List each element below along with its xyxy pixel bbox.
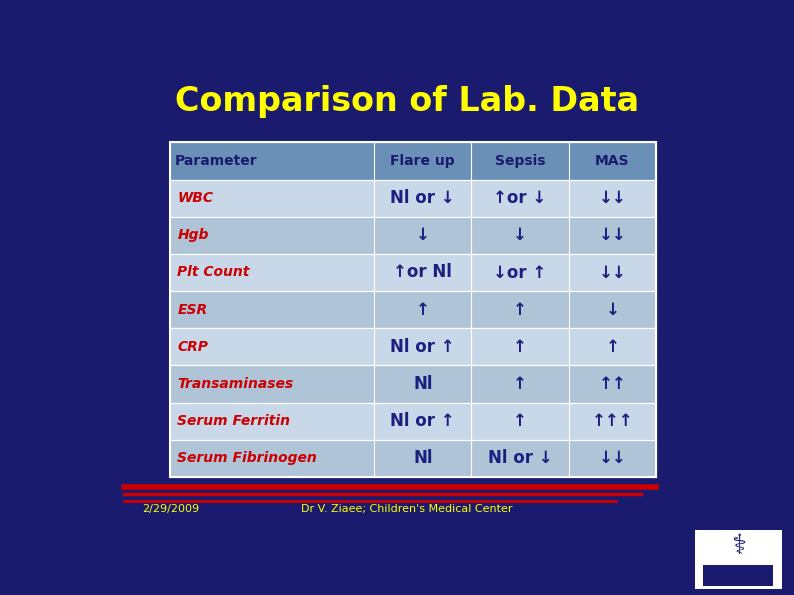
Bar (170, 440, 656, 477)
Text: Sepsis: Sepsis (495, 154, 545, 168)
Text: Hgb: Hgb (177, 228, 209, 242)
Bar (170, 180, 656, 217)
Text: 2/29/2009: 2/29/2009 (142, 504, 199, 514)
Bar (703, 565, 773, 586)
Text: Comparison of Lab. Data: Comparison of Lab. Data (175, 84, 639, 118)
Text: Nl or ↓: Nl or ↓ (488, 449, 553, 467)
Bar (170, 328, 656, 365)
Text: ↓↓: ↓↓ (599, 189, 626, 207)
Text: ↑or Nl: ↑or Nl (393, 264, 453, 281)
Text: Nl or ↓: Nl or ↓ (391, 189, 455, 207)
Bar (170, 403, 656, 440)
Text: CRP: CRP (177, 340, 208, 354)
Text: ⚕: ⚕ (731, 532, 746, 560)
Text: ↑: ↑ (416, 300, 430, 319)
Text: ↓↓: ↓↓ (599, 264, 626, 281)
Text: Nl: Nl (413, 375, 433, 393)
Text: ↑↑↑: ↑↑↑ (592, 412, 633, 430)
Text: ↑: ↑ (513, 412, 527, 430)
Text: ↑: ↑ (513, 375, 527, 393)
Text: ↑: ↑ (513, 338, 527, 356)
Text: ↑↑: ↑↑ (599, 375, 626, 393)
Text: Serum Ferritin: Serum Ferritin (177, 414, 291, 428)
Text: Plt Count: Plt Count (177, 265, 250, 280)
Text: Parameter: Parameter (175, 154, 257, 168)
Text: ↓: ↓ (416, 226, 430, 245)
Text: ↓↓: ↓↓ (599, 449, 626, 467)
Text: Nl or ↑: Nl or ↑ (391, 338, 455, 356)
Text: ↑or ↓: ↑or ↓ (493, 189, 546, 207)
Bar (170, 142, 656, 180)
Text: Nl: Nl (413, 449, 433, 467)
Text: ↓: ↓ (606, 300, 619, 319)
Bar (170, 142, 656, 477)
Text: Transaminases: Transaminases (177, 377, 294, 391)
Bar (170, 365, 656, 403)
Text: MAS: MAS (596, 154, 630, 168)
Text: Flare up: Flare up (391, 154, 455, 168)
Text: Nl or ↑: Nl or ↑ (391, 412, 455, 430)
Text: ↑: ↑ (606, 338, 619, 356)
Bar (170, 254, 656, 291)
Bar (170, 217, 656, 254)
Text: ↑: ↑ (513, 300, 527, 319)
Text: ↓: ↓ (513, 226, 527, 245)
Text: ↓↓: ↓↓ (599, 226, 626, 245)
Text: Dr V. Ziaee; Children's Medical Center: Dr V. Ziaee; Children's Medical Center (301, 504, 513, 514)
Text: ↓or ↑: ↓or ↑ (493, 264, 546, 281)
Text: Serum Fibrinogen: Serum Fibrinogen (177, 451, 317, 465)
Text: ESR: ESR (177, 303, 207, 317)
Bar (170, 291, 656, 328)
Text: WBC: WBC (177, 191, 214, 205)
